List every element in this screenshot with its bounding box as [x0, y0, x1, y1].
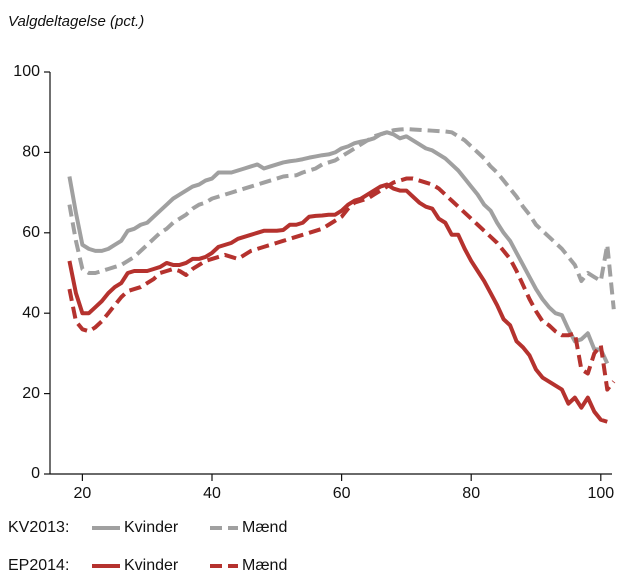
y-tick-label: 80 [22, 144, 40, 161]
x-tick-label: 40 [203, 485, 221, 502]
series-line [67, 182, 608, 424]
x-tick-label: 60 [333, 485, 351, 502]
x-tick-label: 100 [587, 485, 614, 502]
legend-label: Kvinder [124, 519, 179, 536]
y-tick-label: 20 [22, 385, 40, 402]
y-tick-label: 0 [31, 465, 40, 482]
legend-label: Mænd [242, 557, 287, 574]
legend-group-label: KV2013: [8, 519, 69, 536]
legend-label: Mænd [242, 519, 287, 536]
y-tick-label: 100 [13, 63, 40, 80]
x-tick-label: 80 [462, 485, 480, 502]
legend-group-label: EP2014: [8, 557, 69, 574]
series-line [67, 130, 610, 365]
legend-label: Kvinder [124, 557, 179, 574]
chart-title: Valgdeltagelse (pct.) [8, 13, 144, 30]
series-line [67, 127, 616, 310]
y-tick-label: 40 [22, 304, 40, 321]
y-tick-label: 60 [22, 224, 40, 241]
series-line [67, 176, 616, 392]
x-tick-label: 20 [74, 485, 92, 502]
